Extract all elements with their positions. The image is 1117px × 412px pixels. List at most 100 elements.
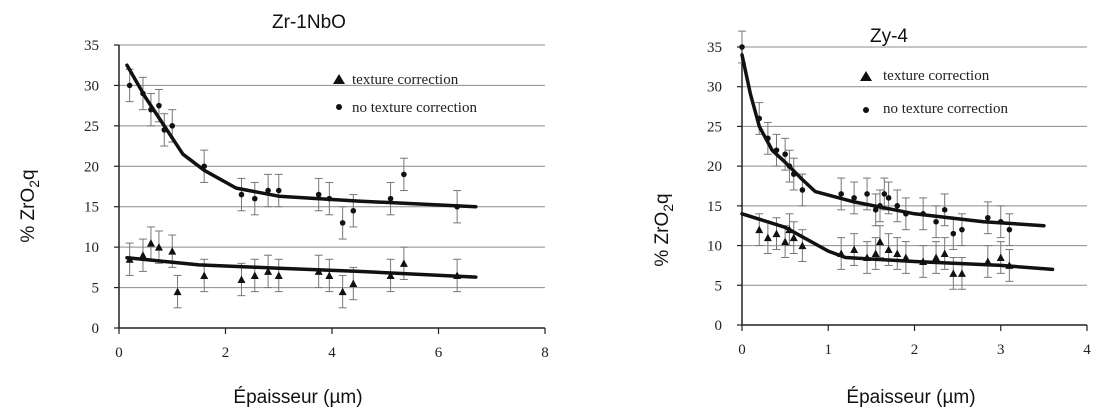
data-point-dot (140, 90, 146, 97)
gridlines (119, 44, 545, 289)
data-point-dot (885, 195, 892, 201)
x-tick-label: 2 (911, 342, 919, 358)
data-point-dot (950, 230, 957, 237)
ticks: 0 5 10 15 20 25 30 35 0 1 2 3 4 (707, 40, 1091, 358)
data-point-dot (275, 187, 282, 194)
data-point-triangle (884, 245, 893, 254)
data-point-dot (161, 127, 168, 133)
x-tick-label: 4 (328, 345, 336, 361)
data-point-triangle (772, 229, 781, 238)
fit-curve (740, 212, 1055, 272)
x-tick-label: 8 (541, 345, 549, 361)
chart-title: Zr-1NbO (272, 12, 346, 33)
y-axis-label: % ZrO2q (652, 193, 676, 266)
y-tick-label: 25 (84, 119, 99, 135)
data-point-dot (851, 195, 857, 201)
y-tick-label: 0 (715, 318, 723, 334)
data-point-dot (786, 163, 793, 169)
chart-zy-4: Zy-4 % ZrO2q Épaisseur (µm) 051015202530… (652, 26, 1091, 408)
data-point-triangle (785, 225, 794, 234)
data-point-dot (933, 218, 939, 225)
y-tick-label: 35 (84, 38, 99, 54)
fit-curve (740, 53, 1046, 228)
data-point-triangle (996, 253, 1005, 261)
data-point-dot (454, 203, 460, 210)
legend-marker-triangle (860, 71, 872, 81)
data-point-triangle (125, 255, 134, 263)
data-point-triangle (940, 249, 949, 258)
data-point-dot (739, 44, 745, 50)
data-point-triangle (314, 267, 323, 275)
y-tick-label: 30 (707, 80, 722, 96)
y-tick-label: 5 (715, 278, 723, 294)
fit-lines (740, 53, 1055, 272)
chart-zr-1nbo: Zr-1NbO % ZrO2q Épaisseur (µm) 051015202… (18, 12, 549, 408)
data-point-triangle (798, 241, 807, 250)
data-point-dot (903, 211, 909, 217)
data-point-triangle (138, 251, 147, 259)
y-tick-label: 25 (707, 119, 722, 135)
data-point-dot (315, 191, 322, 198)
data-point-triangle (146, 239, 155, 247)
x-tick-label: 4 (1083, 342, 1091, 358)
data-point-triangle (871, 249, 880, 258)
data-point-dot (387, 195, 394, 202)
data-point-triangle (755, 225, 764, 234)
data-point-triangle (949, 269, 958, 277)
y-tick-label: 0 (92, 321, 100, 337)
data-point-triangle (338, 287, 347, 296)
legend: texture correction no texture correction (333, 72, 477, 116)
chart-title: Zy-4 (870, 26, 908, 47)
y-tick-label: 15 (707, 199, 722, 215)
data-point-dot (877, 203, 883, 209)
data-point-triangle (168, 247, 177, 255)
data-point-triangle (173, 287, 182, 296)
data-point-dot (1006, 226, 1013, 233)
y-tick-label: 30 (84, 78, 99, 94)
data-point-triangle (932, 253, 941, 261)
gridlines (742, 46, 1087, 286)
data-point-triangle (264, 267, 273, 275)
data-point-dot (201, 163, 207, 170)
data-point-triangle (901, 253, 910, 261)
x-tick-label: 2 (222, 345, 230, 361)
data-point-dot (169, 123, 176, 129)
data-point-dot (985, 214, 991, 221)
data-point-dot (799, 187, 806, 193)
data-point-dot (401, 171, 407, 178)
y-tick-label: 10 (84, 240, 99, 256)
data-point-triangle (837, 249, 846, 258)
legend-label: texture correction (883, 68, 990, 84)
y-axis-label: % ZrO2q (18, 169, 42, 242)
data-point-triangle (763, 233, 772, 242)
data-point-triangle (876, 237, 884, 246)
data-point-triangle (957, 269, 966, 277)
data-point-triangle (200, 271, 209, 279)
y-tick-label: 15 (84, 200, 99, 216)
x-tick-label: 1 (825, 342, 833, 358)
data-point-dot (773, 147, 780, 154)
y-tick-label: 10 (707, 239, 722, 255)
data-point-triangle (863, 253, 872, 261)
data-point-dot (941, 207, 948, 213)
data-point-triangle (399, 259, 408, 267)
data-point-dot (894, 203, 901, 209)
y-tick-label: 5 (92, 281, 100, 297)
data-point-dot (326, 195, 333, 202)
fit-lines (125, 63, 478, 279)
data-point-triangle (274, 271, 283, 279)
data-point-dot (782, 151, 788, 158)
data-point-dot (756, 115, 763, 122)
data-point-dot (350, 207, 357, 214)
data-point-triangle (453, 271, 462, 279)
legend-label: no texture correction (352, 100, 477, 116)
data-point-triangle (386, 271, 395, 279)
data-point-dot (339, 220, 346, 226)
fit-curve (125, 255, 478, 279)
data-point-triangle (237, 275, 246, 283)
data-point-dot (864, 191, 870, 197)
data-point-dot (126, 82, 133, 89)
data-point-dot (881, 191, 888, 197)
data-point-triangle (789, 233, 798, 242)
